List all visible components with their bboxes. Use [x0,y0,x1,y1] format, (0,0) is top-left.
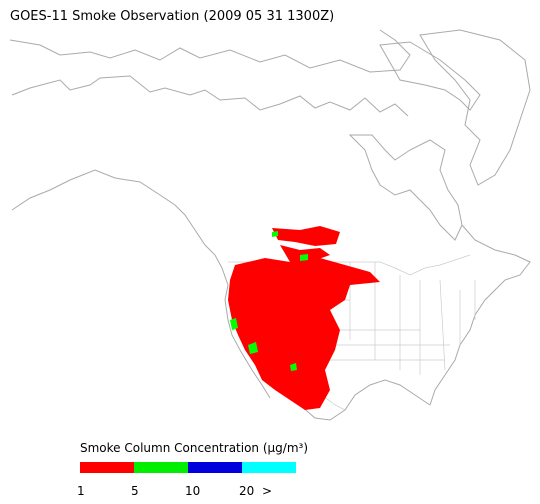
legend: 1 5 10 20 > [77,462,296,498]
coastline [419,29,531,186]
coastline [348,134,463,241]
border [228,254,471,276]
legend-label: 20 [239,484,254,498]
coastline [9,29,411,73]
legend-swatch [188,462,242,473]
legend-label: 1 [77,484,85,498]
legend-swatch [80,462,134,473]
legend-label: > [262,484,272,498]
coastline [379,41,481,111]
coastline [289,379,431,421]
smoke-retrievals [228,226,380,410]
legend-swatch [242,462,296,473]
smoke-area [272,226,340,246]
smoke-area [280,245,330,262]
legend-label: 10 [185,484,200,498]
coastline [429,224,531,406]
legend-title: Smoke Column Concentration (μg/m³) [80,441,308,455]
legend-swatch [134,462,188,473]
legend-label: 5 [131,484,139,498]
coastline [11,75,409,117]
coastline [11,169,271,399]
map-title: GOES-11 Smoke Observation (2009 05 31 13… [10,9,334,24]
smoke-area [228,258,380,410]
